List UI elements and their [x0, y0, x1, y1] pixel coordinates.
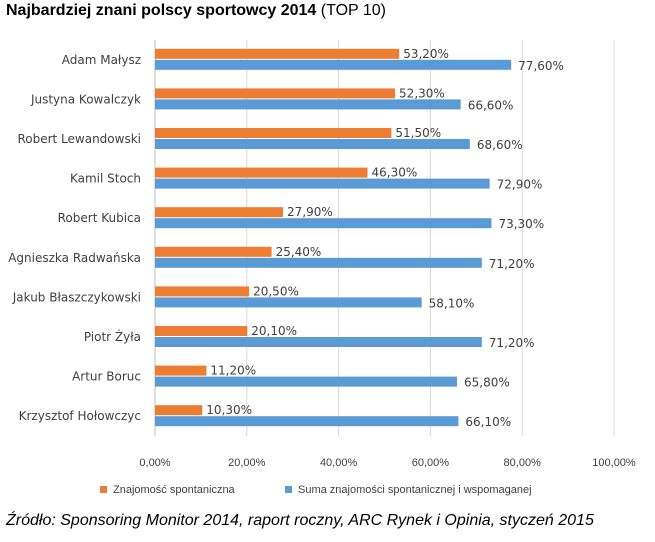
bar-total [155, 218, 492, 229]
bar-spontaneous [155, 88, 396, 99]
x-tick-label: 80,00% [504, 457, 542, 469]
data-label-total: 65,80% [464, 376, 510, 390]
category-label: Piotr Żyła [84, 329, 141, 344]
legend-item-total: Suma znajomości spontanicznej i wspomaga… [285, 484, 532, 496]
chart-title-sub: (TOP 10) [320, 2, 386, 19]
bar-total [155, 99, 461, 110]
data-label-spontaneous: 11,20% [210, 364, 256, 378]
category-label: Krzysztof Hołowczyc [19, 409, 141, 423]
legend-item-spontaneous: Znajomość spontaniczna [100, 484, 235, 496]
bar-total [155, 297, 422, 308]
bar-chart: 0,00% 20,00% 40,00% 60,00% 80,00% 100,00% Adam… [8, 40, 636, 469]
chart-legend: Znajomość spontaniczna Suma znajomości s… [0, 484, 655, 500]
data-label-total: 71,20% [489, 257, 535, 271]
data-label-total: 66,60% [468, 98, 514, 112]
data-label-total: 72,90% [497, 178, 543, 192]
bar-total [155, 139, 470, 149]
bar-total [155, 178, 490, 189]
data-label-spontaneous: 51,50% [395, 126, 441, 140]
chart-title-main: Najbardziej znani polscy sportowcy 2014 [6, 2, 317, 19]
category-label: Jakub Błaszczykowski [12, 290, 141, 304]
bar-total [155, 257, 482, 268]
bar-spontaneous [155, 207, 284, 218]
data-label-spontaneous: 20,50% [253, 284, 299, 298]
data-label-spontaneous: 27,90% [287, 205, 333, 219]
bar-spontaneous [155, 286, 250, 297]
bar-spontaneous [155, 48, 400, 59]
data-label-total: 58,10% [429, 296, 475, 310]
data-label-total: 68,60% [477, 138, 523, 152]
category-label: Artur Boruc [72, 370, 141, 384]
category-label: Adam Małysz [62, 53, 141, 67]
category-label: Kamil Stoch [70, 172, 141, 186]
data-label-spontaneous: 53,20% [403, 47, 449, 61]
bar-total [155, 376, 458, 387]
x-tick-label: 20,00% [228, 457, 266, 469]
x-tick-label: 40,00% [320, 457, 358, 469]
data-label-spontaneous: 25,40% [276, 245, 322, 259]
category-label: Robert Kubica [58, 211, 141, 225]
category-label: Robert Lewandowski [17, 132, 141, 146]
bar-total [155, 416, 459, 427]
data-label-spontaneous: 46,30% [372, 166, 418, 180]
data-label-spontaneous: 10,30% [206, 403, 252, 417]
bar-spontaneous [155, 167, 368, 178]
data-label-spontaneous: 20,10% [251, 324, 297, 338]
bar-spontaneous [155, 405, 203, 416]
legend-label-total: Suma znajomości spontanicznej i wspomaga… [298, 484, 532, 496]
bar-total [155, 337, 482, 347]
category-label: Agnieszka Radwańska [8, 251, 141, 265]
bar-spontaneous [155, 128, 392, 138]
bar-spontaneous [155, 246, 272, 257]
data-label-spontaneous: 52,30% [399, 86, 445, 100]
bar-spontaneous [155, 326, 248, 336]
x-tick-label: 0,00% [139, 457, 170, 469]
bar-spontaneous [155, 365, 207, 376]
data-label-total: 77,60% [518, 59, 564, 73]
legend-swatch-total [285, 485, 292, 493]
source-note: Źródło: Sponsoring Monitor 2014, raport … [6, 512, 594, 529]
category-label: Justyna Kowalczyk [30, 92, 141, 106]
chart-title: Najbardziej znani polscy sportowcy 2014 … [6, 2, 386, 20]
legend-label-spontaneous: Znajomość spontaniczna [113, 484, 235, 496]
x-tick-label: 100,00% [592, 457, 636, 469]
data-label-total: 73,30% [498, 217, 544, 231]
data-label-total: 66,10% [465, 415, 511, 429]
data-label-total: 71,20% [489, 336, 535, 350]
legend-swatch-spontaneous [100, 485, 107, 493]
bar-total [155, 59, 512, 70]
x-tick-label: 60,00% [412, 457, 450, 469]
